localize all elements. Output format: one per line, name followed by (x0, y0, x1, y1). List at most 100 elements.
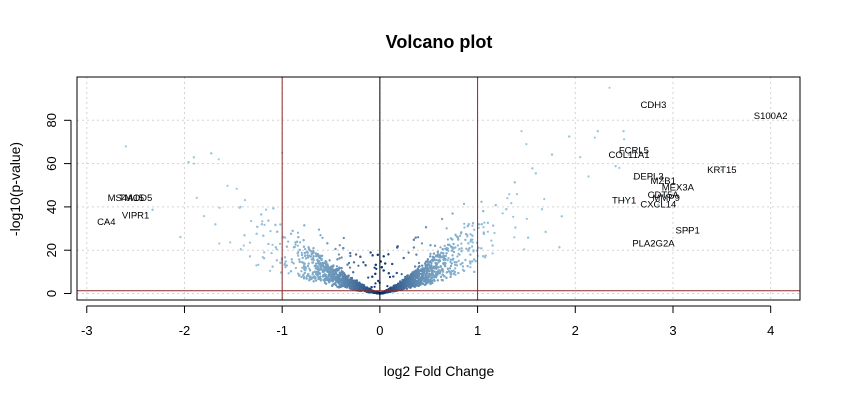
data-point (300, 253, 304, 256)
data-point (444, 254, 447, 258)
data-point (442, 258, 445, 261)
data-point (308, 279, 311, 282)
data-point (284, 266, 287, 269)
data-point (341, 272, 344, 275)
data-point (415, 253, 418, 256)
data-point (334, 283, 337, 287)
data-point (248, 255, 252, 258)
data-point (349, 254, 352, 258)
data-point (321, 236, 324, 239)
data-point (429, 282, 432, 286)
data-point (424, 226, 428, 229)
data-point (324, 265, 327, 268)
data-point (298, 248, 301, 251)
data-point (330, 268, 333, 271)
data-point (423, 262, 427, 265)
data-point (317, 270, 320, 273)
data-point (313, 264, 316, 268)
data-point (308, 248, 311, 251)
data-point (248, 241, 252, 244)
data-point (439, 275, 443, 278)
data-point (274, 246, 277, 249)
data-point (430, 276, 433, 279)
data-point (426, 270, 429, 273)
data-point (302, 274, 305, 277)
data-point (433, 244, 437, 247)
data-point (328, 259, 331, 262)
data-point (327, 271, 330, 274)
data-point (262, 234, 265, 237)
data-point (326, 264, 329, 268)
data-point (463, 269, 466, 272)
data-point (375, 267, 378, 270)
data-point (339, 285, 342, 288)
data-point (319, 254, 322, 257)
data-point (334, 278, 337, 282)
data-point (323, 262, 327, 265)
data-point (306, 254, 309, 257)
data-point (453, 261, 456, 264)
data-point (428, 266, 431, 269)
data-point (493, 231, 496, 235)
data-point (430, 281, 433, 284)
data-point (299, 241, 302, 244)
data-point (407, 251, 410, 254)
data-point (471, 222, 475, 225)
data-point (465, 247, 468, 250)
data-point (278, 242, 282, 245)
data-point (260, 223, 263, 226)
data-point (336, 277, 339, 280)
data-point (226, 184, 229, 187)
data-point (429, 252, 432, 255)
data-point (287, 272, 290, 275)
data-point (387, 272, 390, 275)
data-point (452, 243, 455, 246)
data-point (491, 252, 494, 255)
data-point (413, 274, 416, 277)
data-point (283, 256, 287, 259)
data-point (309, 255, 312, 258)
data-point (322, 270, 325, 273)
data-point (332, 283, 335, 286)
data-point (452, 246, 455, 249)
data-point (272, 207, 275, 210)
data-point (464, 233, 468, 236)
data-point (508, 193, 511, 196)
data-point (411, 274, 414, 277)
data-point (309, 275, 312, 278)
data-point (284, 260, 287, 263)
data-point (413, 285, 416, 288)
data-point (414, 265, 417, 268)
data-point (437, 259, 440, 262)
data-point (312, 257, 315, 260)
data-point (525, 217, 528, 220)
data-point (307, 262, 310, 265)
data-point (451, 238, 454, 241)
data-point (396, 246, 399, 249)
data-point (294, 266, 297, 270)
data-point (275, 248, 278, 251)
data-point (472, 250, 475, 253)
data-point (469, 240, 472, 243)
data-point (482, 255, 485, 258)
data-point (269, 230, 272, 233)
data-point (392, 275, 395, 278)
data-point (441, 217, 444, 221)
data-point (243, 199, 247, 202)
data-point (304, 248, 307, 251)
data-point (436, 255, 439, 258)
data-point (452, 250, 455, 254)
data-point (443, 244, 446, 247)
data-point (451, 212, 454, 215)
data-point (449, 264, 453, 268)
data-point (456, 244, 459, 247)
data-point (287, 240, 290, 243)
data-point (484, 254, 487, 257)
data-point (250, 219, 253, 223)
data-point (318, 256, 321, 260)
data-point (437, 266, 440, 269)
data-point (314, 252, 317, 255)
data-point (267, 242, 270, 246)
data-point (486, 221, 489, 224)
data-point (346, 263, 349, 266)
